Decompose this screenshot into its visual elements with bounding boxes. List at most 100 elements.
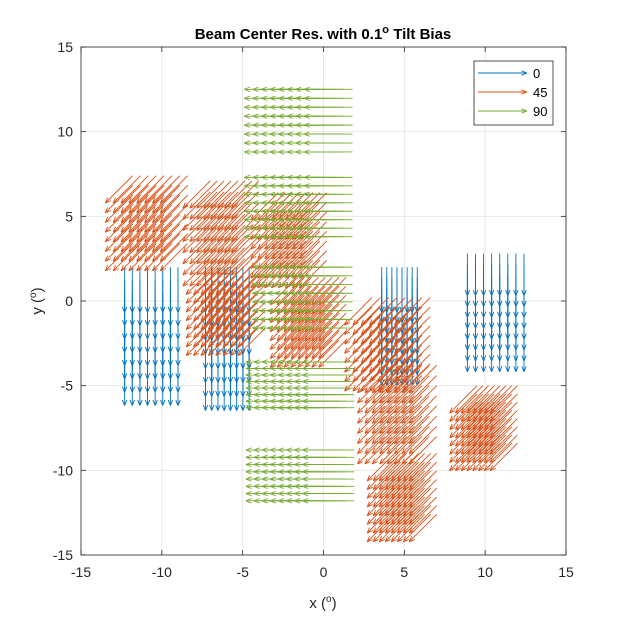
- quiver-arrow: [237, 319, 266, 348]
- quiver-arrow: [230, 266, 259, 295]
- quiver-arrow: [402, 461, 431, 490]
- quiver-arrow: [394, 395, 423, 424]
- quiver-arrow: [128, 175, 157, 204]
- arrow-cluster-0: [464, 253, 527, 372]
- quiver-arrow: [144, 243, 173, 272]
- quiver-arrow: [369, 297, 398, 326]
- quiver-arrow: [207, 301, 237, 330]
- quiver-arrow: [104, 214, 134, 243]
- y-tick-label: -5: [61, 378, 74, 394]
- quiver-arrow: [489, 401, 518, 430]
- quiver-arrow: [120, 243, 149, 272]
- y-tick-label: 10: [57, 124, 73, 140]
- quiver-arrow: [278, 221, 307, 250]
- quiver-arrow: [466, 385, 495, 414]
- quiver-arrow: [360, 335, 389, 364]
- quiver-arrow: [193, 266, 222, 295]
- quiver-arrow: [408, 385, 437, 414]
- legend-arrow-0: [478, 70, 528, 76]
- quiver-arrow: [151, 223, 181, 252]
- quiver-arrow: [303, 86, 353, 92]
- quiver-arrow: [408, 514, 437, 543]
- quiver-arrow: [318, 339, 347, 368]
- quiver-arrow: [303, 308, 353, 314]
- quiver-arrow: [352, 297, 381, 326]
- quiver-arrow: [136, 233, 165, 262]
- legend: 0 45 90: [473, 60, 554, 126]
- quiver-arrow: [408, 425, 437, 455]
- quiver-arrow: [303, 122, 353, 128]
- quiver-arrow: [298, 231, 328, 260]
- quiver-arrow: [136, 194, 165, 223]
- quiver-arrow: [369, 325, 398, 354]
- quiver-arrow: [128, 194, 157, 223]
- quiver-arrow: [402, 335, 431, 364]
- quiver-arrow: [394, 325, 423, 354]
- x-axis-label: x (o): [309, 594, 336, 612]
- quiver-arrow: [237, 301, 266, 330]
- quiver-arrow: [303, 234, 353, 240]
- arrow-cluster-90: [244, 174, 353, 240]
- quiver-arrow: [271, 231, 300, 260]
- quiver-arrow: [189, 191, 218, 220]
- quiver-arrow: [120, 185, 149, 214]
- quiver-arrow: [222, 310, 251, 339]
- quiver-arrow: [344, 306, 373, 335]
- quiver-arrow: [217, 180, 246, 209]
- quiver-arrow: [193, 319, 222, 348]
- quiver-arrow: [489, 434, 518, 463]
- quiver-arrow: [352, 306, 381, 335]
- arrow-cluster-90: [245, 359, 355, 411]
- legend-box: [473, 60, 554, 126]
- quiver-arrow: [207, 284, 237, 313]
- quiver-arrow: [303, 217, 353, 223]
- quiver-arrow: [128, 233, 157, 262]
- y-tick-label: 0: [65, 293, 73, 309]
- quiver-arrow: [402, 479, 431, 508]
- quiver-arrow: [182, 191, 211, 220]
- quiver-arrow: [112, 175, 141, 204]
- quiver-arrow: [151, 194, 181, 223]
- quiver-arrow: [303, 95, 353, 101]
- quiver-arrow: [271, 221, 300, 250]
- quiver-arrow: [159, 223, 189, 252]
- arrow-cluster-90: [252, 264, 353, 331]
- tick-marks: [80, 46, 567, 556]
- quiver-arrow: [379, 365, 408, 394]
- quiver-arrow: [402, 325, 431, 354]
- quiver-arrow: [489, 410, 518, 439]
- quiver-arrow: [401, 425, 430, 455]
- quiver-arrow: [303, 299, 353, 305]
- quiver-arrow: [364, 375, 393, 404]
- quiver-arrow: [200, 310, 229, 339]
- quiver-arrow: [120, 233, 149, 262]
- quiver-arrow: [379, 375, 408, 404]
- quiver-arrow: [151, 204, 181, 233]
- quiver-arrow: [210, 191, 239, 220]
- quiver-arrow: [303, 281, 353, 288]
- quiver-arrow: [104, 204, 134, 233]
- quiver-arrow: [384, 453, 413, 482]
- quiver-arrow: [303, 316, 353, 323]
- quiver-arrow: [311, 330, 340, 359]
- quiver-arrow: [257, 221, 286, 250]
- quiver-arrow: [120, 214, 149, 243]
- quiver-arrow: [303, 200, 353, 206]
- quiver-arrow: [230, 191, 260, 220]
- quiver-arrow: [408, 461, 437, 490]
- quiver-arrow: [378, 453, 407, 482]
- quiver-arrow: [394, 335, 423, 364]
- quiver-arrow: [402, 470, 431, 499]
- quiver-arrow: [230, 284, 259, 313]
- quiver-arrow: [112, 204, 141, 233]
- quiver-arrow: [303, 225, 353, 231]
- quiver-arrow: [215, 275, 244, 304]
- quiver-arrow: [385, 297, 414, 326]
- quiver-arrow: [483, 385, 513, 414]
- quiver-arrow: [237, 292, 266, 322]
- quiver-arrow: [104, 223, 134, 252]
- quiver-arrow: [394, 375, 423, 404]
- quiver-arrow: [394, 405, 423, 434]
- quiver-arrow: [144, 175, 173, 204]
- arrow-cluster-45: [269, 276, 347, 368]
